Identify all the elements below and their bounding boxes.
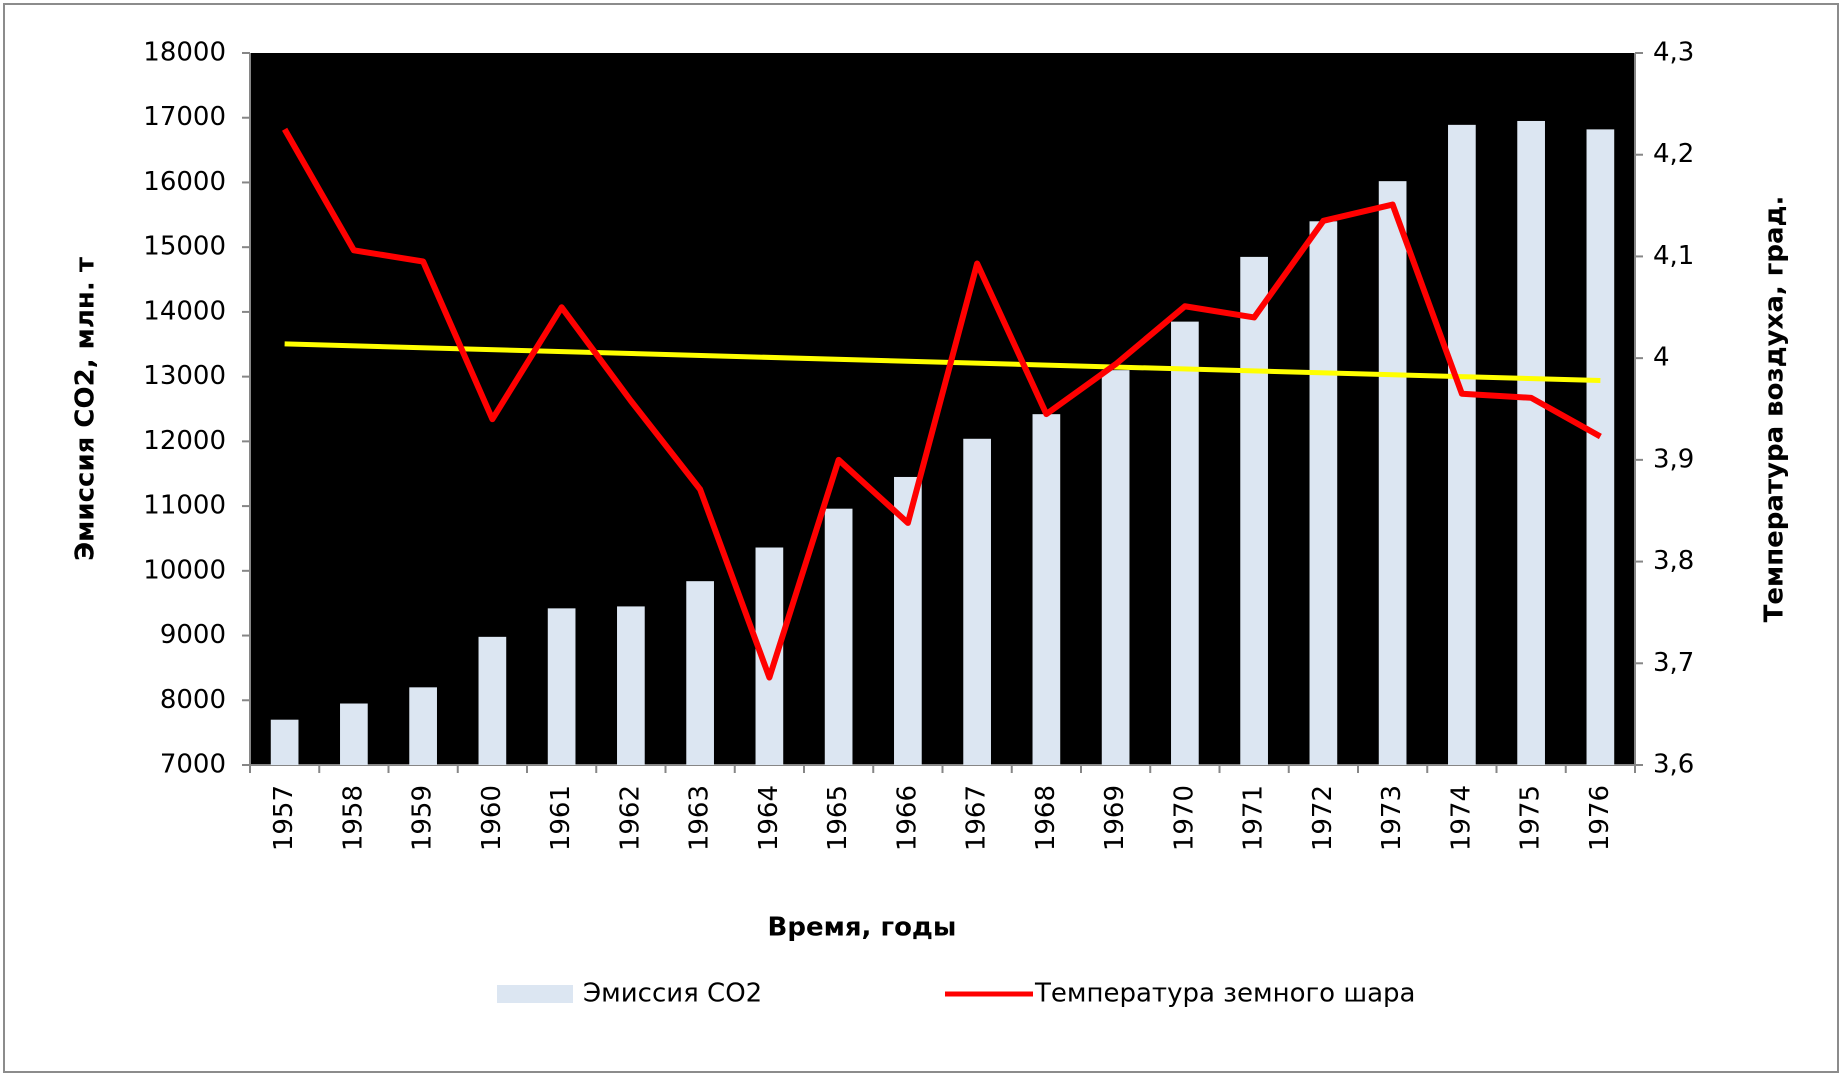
x-tick-label: 1968 (1031, 785, 1061, 851)
y-axis-title: Эмиссия СО2, млн. т (71, 257, 101, 561)
y-tick-label: 18000 (143, 38, 226, 68)
plot-area (250, 53, 1635, 765)
x-tick-label: 1976 (1585, 785, 1615, 851)
bar (1309, 221, 1338, 766)
y-tick-label: 15000 (143, 232, 226, 262)
y2-axis-title: Температура воздуха, град. (1760, 196, 1790, 623)
y2-tick-label: 3,7 (1653, 648, 1694, 678)
bar (270, 719, 299, 765)
x-tick-label: 1961 (546, 785, 576, 851)
x-tick-label: 1964 (754, 785, 784, 851)
x-tick-label: 1962 (615, 785, 645, 851)
y-tick-label: 16000 (143, 167, 226, 197)
y-tick-label: 12000 (143, 426, 226, 456)
legend-swatch (497, 985, 573, 1003)
y2-tick-label: 3,8 (1653, 546, 1694, 576)
x-tick-label: 1967 (962, 785, 992, 851)
x-tick-label: 1960 (477, 785, 507, 851)
bar (1378, 181, 1407, 765)
x-tick-label: 1965 (823, 785, 853, 851)
y-tick-label: 11000 (143, 491, 226, 521)
x-tick-label: 1966 (892, 785, 922, 851)
y2-tick-label: 4 (1653, 343, 1670, 373)
bar (340, 703, 368, 765)
x-tick-label: 1970 (1169, 785, 1199, 851)
bar (547, 608, 576, 765)
x-tick-label: 1975 (1516, 785, 1546, 851)
x-tick-label: 1969 (1100, 785, 1130, 851)
y2-tick-label: 3,9 (1653, 444, 1694, 474)
y2-tick-label: 4,2 (1653, 139, 1694, 169)
bar (1032, 414, 1061, 765)
bar (963, 438, 991, 765)
x-tick-label: 1959 (408, 785, 438, 851)
bar (1448, 124, 1476, 765)
x-tick-label: 1963 (685, 785, 715, 851)
trendline (284, 341, 1601, 384)
y2-tick-label: 3,6 (1653, 750, 1694, 780)
x-axis-title: Время, годы (768, 913, 957, 943)
bar (617, 606, 645, 765)
bar (1517, 120, 1545, 766)
bar (686, 581, 714, 765)
x-tick-label: 1957 (269, 785, 299, 851)
bar (1586, 129, 1615, 766)
y-tick-label: 8000 (160, 685, 226, 715)
y2-tick-label: 4,3 (1653, 38, 1694, 68)
bar (409, 687, 437, 765)
y2-tick-label: 4,1 (1653, 241, 1694, 271)
x-tick-label: 1971 (1239, 785, 1269, 851)
x-tick-label: 1958 (338, 785, 368, 851)
y-tick-label: 14000 (143, 296, 226, 326)
x-tick-label: 1973 (1377, 785, 1407, 851)
bar (1101, 370, 1130, 765)
bar (1240, 256, 1268, 765)
y-tick-label: 10000 (143, 555, 226, 585)
y-tick-label: 17000 (143, 102, 226, 132)
y-tick-label: 7000 (160, 750, 226, 780)
bar (824, 508, 853, 765)
legend-label: Эмиссия СО2 (583, 979, 762, 1009)
legend-label: Температура земного шара (1034, 979, 1416, 1009)
y-tick-label: 13000 (143, 361, 226, 391)
line-series (282, 127, 1602, 681)
bar (478, 636, 507, 765)
x-tick-label: 1972 (1308, 785, 1338, 851)
bar (1171, 321, 1199, 765)
y-tick-label: 9000 (160, 620, 226, 650)
x-tick-label: 1974 (1446, 785, 1476, 851)
